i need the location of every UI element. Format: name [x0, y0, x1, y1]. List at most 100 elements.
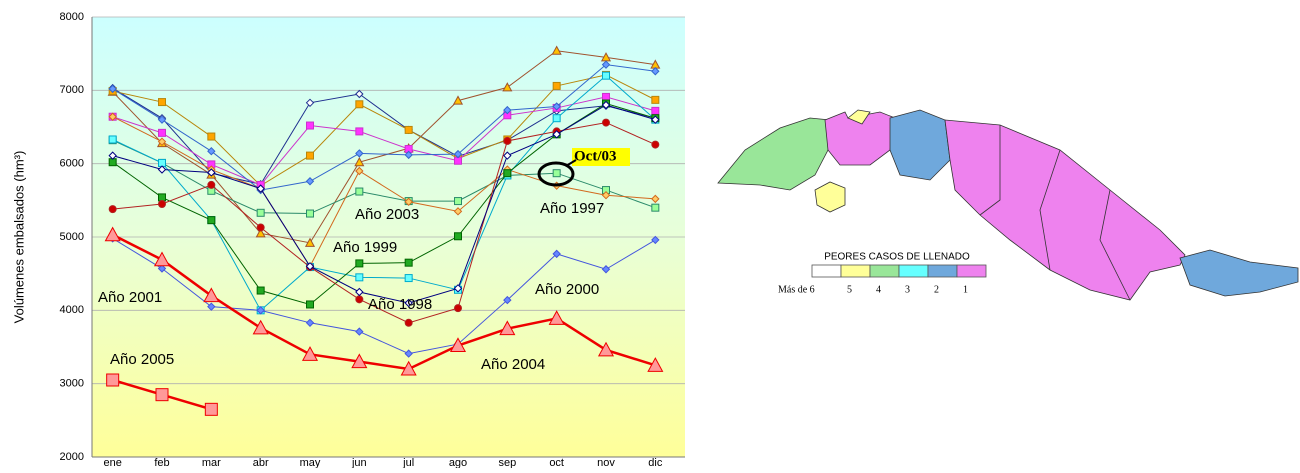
- marker: [503, 105, 512, 115]
- legend-label: 3: [905, 284, 910, 295]
- marker: [108, 112, 117, 121]
- marker: [108, 84, 117, 94]
- y-tick-label: 3000: [60, 378, 84, 390]
- marker: [203, 287, 220, 303]
- marker: [453, 149, 463, 159]
- border: [1039, 149, 1061, 271]
- marker: [552, 81, 561, 90]
- marker: [651, 140, 660, 149]
- marker: [355, 100, 364, 109]
- marker: [602, 118, 610, 127]
- marker: [207, 146, 216, 156]
- legend-label: Más de 6: [778, 284, 815, 295]
- marker: [153, 251, 171, 267]
- legend-swatch: [927, 264, 958, 278]
- x-tick-label: nov: [597, 457, 615, 468]
- y-axis-label: Volúmenes embalsados (hm³): [11, 151, 26, 324]
- series-line: [112, 104, 656, 304]
- series-line: [112, 64, 656, 191]
- annotation: Año 2004: [481, 356, 545, 373]
- series-line: [112, 139, 656, 215]
- x-tick-label: jul: [402, 457, 414, 468]
- marker: [597, 341, 615, 357]
- marker: [301, 346, 319, 361]
- marker: [452, 95, 464, 105]
- marker: [207, 132, 216, 141]
- x-tick-label: ene: [103, 457, 121, 468]
- series-line: [112, 75, 656, 312]
- x-tick-label: dic: [648, 457, 663, 468]
- marker: [404, 349, 413, 358]
- x-tick-label: feb: [154, 457, 169, 468]
- marker: [552, 102, 561, 111]
- annotation: Oct/03: [574, 148, 617, 164]
- marker: [602, 92, 610, 101]
- annotation: Año 1999: [333, 239, 397, 256]
- marker: [404, 125, 413, 134]
- marker: [400, 360, 417, 376]
- x-tick-label: jun: [351, 457, 367, 468]
- marker: [355, 166, 364, 176]
- marker: [158, 128, 166, 137]
- marker: [651, 95, 660, 104]
- border: [979, 125, 1001, 216]
- annotation: Año 1998: [368, 296, 432, 313]
- legend-label: 4: [876, 284, 881, 295]
- marker: [305, 262, 315, 271]
- legend-swatch: [869, 264, 900, 278]
- marker: [305, 318, 315, 328]
- annotation: Año 2003: [355, 206, 419, 223]
- y-tick-label: 4000: [60, 304, 84, 316]
- highlight: [572, 148, 630, 166]
- y-tick-label: 6000: [60, 158, 84, 170]
- marker: [108, 151, 117, 160]
- marker: [404, 258, 413, 267]
- marker: [651, 203, 660, 212]
- marker: [157, 264, 167, 273]
- series-line: [112, 116, 656, 268]
- marker: [306, 121, 314, 130]
- marker: [355, 295, 364, 304]
- marker: [355, 273, 364, 282]
- marker: [355, 259, 364, 268]
- legend-swatch: [898, 264, 929, 278]
- marker: [404, 150, 413, 160]
- marker: [647, 357, 664, 372]
- legend-title: PEORES CASOS DE LLENADO: [824, 252, 970, 263]
- province: [944, 119, 1186, 301]
- marker: [454, 304, 462, 313]
- marker: [355, 287, 364, 297]
- x-tick-label: ago: [449, 457, 467, 468]
- marker: [304, 237, 316, 247]
- marker: [552, 169, 561, 178]
- marker: [158, 200, 166, 208]
- marker: [404, 197, 413, 207]
- marker: [157, 115, 167, 124]
- y-tick-label: 7000: [60, 84, 84, 96]
- marker: [207, 302, 216, 311]
- marker: [108, 135, 117, 144]
- marker: [355, 149, 364, 158]
- marker: [306, 209, 314, 218]
- series-line: [112, 233, 656, 371]
- marker: [503, 151, 512, 160]
- marker: [651, 106, 660, 115]
- marker: [601, 100, 611, 110]
- marker: [354, 156, 365, 167]
- marker: [449, 337, 467, 353]
- map: PEORES CASOS DE LLENADO Más de 6 5 4 3 2 1: [717, 109, 1299, 301]
- x-tick-label: sep: [498, 457, 516, 468]
- legend-swatch: [956, 264, 987, 278]
- marker: [104, 226, 121, 242]
- marker: [404, 318, 413, 327]
- legend-label: 1: [963, 284, 968, 295]
- province: [847, 109, 871, 125]
- marker: [502, 82, 513, 92]
- x-tick-label: abr: [253, 457, 269, 468]
- annotation: Año 2001: [98, 289, 162, 306]
- marker: [252, 319, 269, 335]
- marker: [256, 223, 265, 232]
- marker: [453, 284, 463, 293]
